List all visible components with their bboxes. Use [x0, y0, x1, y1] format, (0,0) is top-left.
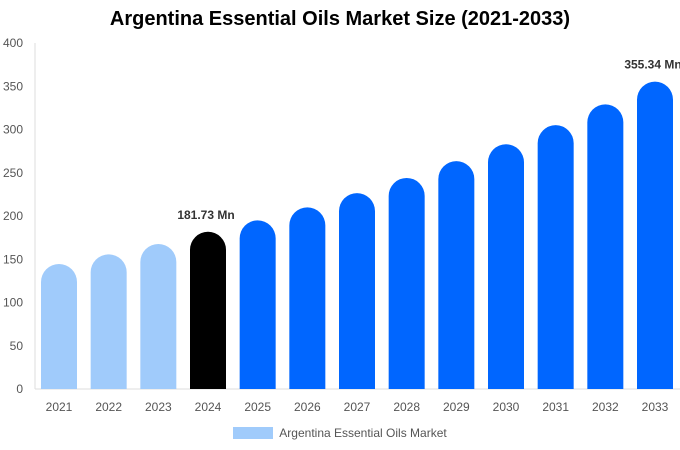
x-tick-label: 2032	[592, 400, 619, 414]
x-tick-label: 2025	[244, 400, 271, 414]
y-tick-label: 0	[16, 382, 23, 396]
chart-title: Argentina Essential Oils Market Size (20…	[109, 8, 571, 30]
y-tick-label: 400	[3, 36, 23, 50]
x-tick-label: 2027	[344, 400, 371, 414]
x-tick-label: 2023	[145, 400, 172, 414]
bar-2033	[637, 81, 673, 390]
bar-2022	[90, 254, 127, 389]
y-tick-label: 150	[3, 252, 23, 266]
x-tick-label: 2024	[195, 400, 222, 414]
y-tick-label: 250	[3, 166, 23, 180]
bar-2030	[488, 144, 524, 389]
x-tick-label: 2030	[493, 400, 520, 414]
bar-2032	[587, 104, 624, 389]
bar-2021	[41, 264, 77, 389]
bar-2027	[339, 193, 375, 389]
bar-2025	[239, 220, 276, 389]
bar-2029	[438, 161, 475, 389]
bar-2028	[388, 177, 425, 389]
x-tick-label: 2021	[46, 400, 73, 414]
x-tick-label: 2031	[542, 400, 569, 414]
bar-2026	[289, 207, 326, 389]
y-tick-label: 300	[3, 123, 23, 137]
bar-2023	[140, 244, 177, 389]
bar-2024	[190, 231, 226, 389]
y-tick-label: 50	[10, 339, 24, 353]
data-label-2024: 181.73 Mn	[177, 208, 234, 222]
x-tick-label: 2028	[393, 400, 420, 414]
y-tick-label: 200	[3, 209, 23, 223]
x-tick-label: 2022	[95, 400, 122, 414]
legend-label: Argentina Essential Oils Market	[279, 426, 447, 440]
y-tick-label: 100	[3, 296, 23, 310]
legend: Argentina Essential Oils Market	[0, 426, 680, 440]
x-tick-label: 2026	[294, 400, 321, 414]
x-tick-label: 2029	[443, 400, 470, 414]
x-tick-label: 2033	[642, 400, 669, 414]
data-label-2033: 355.34 Mn	[624, 58, 680, 72]
legend-swatch	[233, 427, 274, 439]
y-tick-label: 350	[3, 79, 23, 93]
bar-2031	[537, 125, 574, 390]
